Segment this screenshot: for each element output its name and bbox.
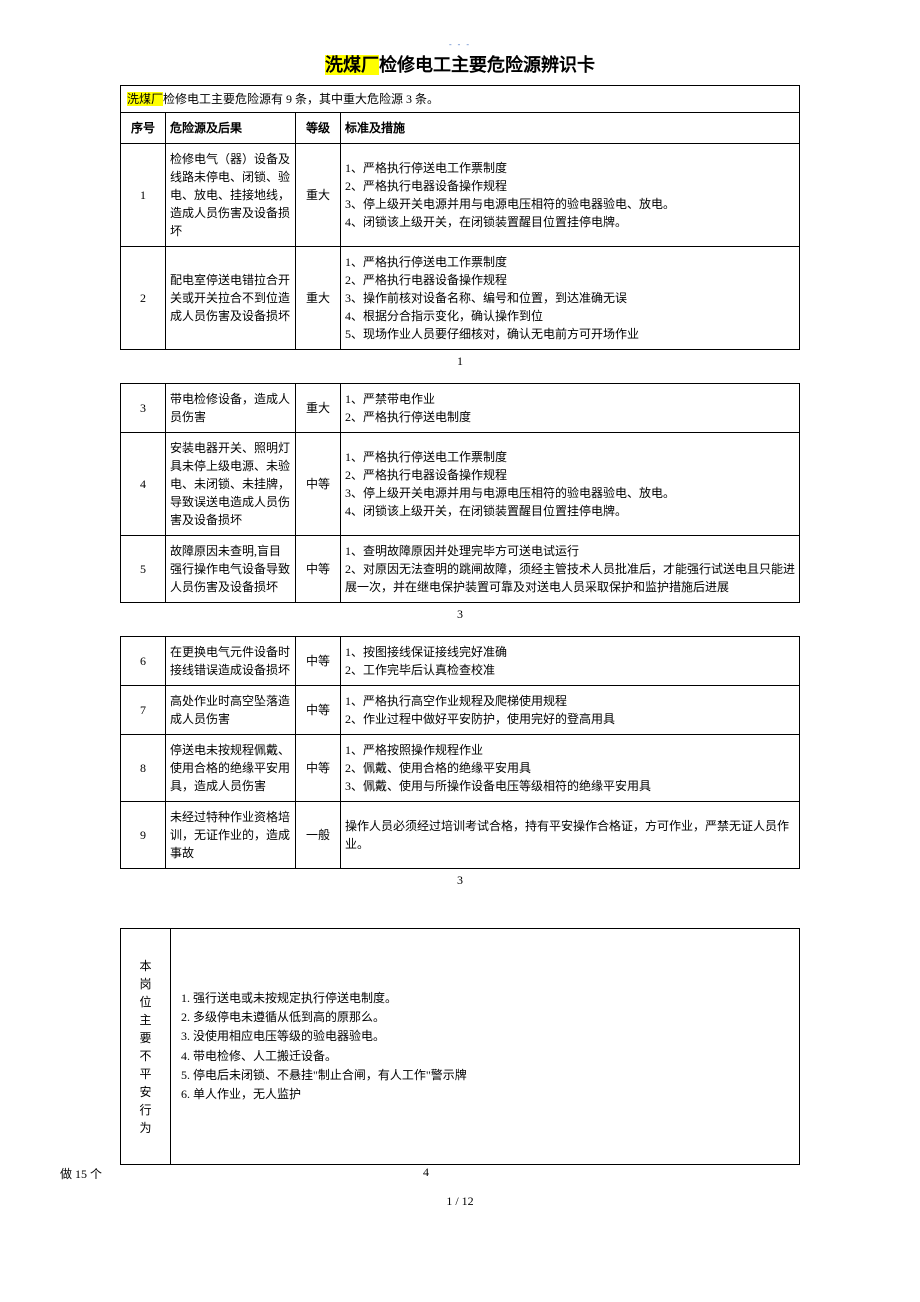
unsafe-item: 5. 停电后未闭锁、不悬挂"制止合闸，有人工作"警示牌: [181, 1066, 789, 1085]
page-title: 洗煤厂检修电工主要危险源辨识卡: [120, 51, 800, 77]
table-row: 6在更换电气元件设备时接线错误造成设备损坏中等1、按图接线保证接线完好准确2、工…: [121, 637, 800, 686]
title-rest: 检修电工主要危险源辨识卡: [379, 55, 595, 75]
table-row: 8停送电未按规程佩戴、使用合格的绝缘平安用具，造成人员伤害中等1、严格按照操作规…: [121, 735, 800, 802]
cell-no: 5: [121, 536, 166, 603]
hazard-table-2: 3带电检修设备，造成人员伤害重大1、严禁带电作业2、严格执行停送电制度4安装电器…: [120, 383, 800, 603]
cell-hazard: 在更换电气元件设备时接线错误造成设备损坏: [166, 637, 296, 686]
unsafe-item: 2. 多级停电未遵循从低到高的原那么。: [181, 1008, 789, 1027]
cell-hazard: 配电室停送电错拉合开关或开关拉合不到位造成人员伤害及设备损坏: [166, 247, 296, 350]
cell-no: 8: [121, 735, 166, 802]
table-row: 3带电检修设备，造成人员伤害重大1、严禁带电作业2、严格执行停送电制度: [121, 384, 800, 433]
cell-no: 1: [121, 144, 166, 247]
cell-measure: 1、严格执行停送电工作票制度2、严格执行电器设备操作规程3、停上级开关电源并用与…: [341, 144, 800, 247]
intro-rest: 检修电工主要危险源有 9 条，其中重大危险源 3 条。: [163, 92, 439, 106]
table-row: 5故障原因未查明,盲目强行操作电气设备导致人员伤害及设备损坏中等1、查明故障原因…: [121, 536, 800, 603]
cell-measure: 操作人员必须经过培训考试合格，持有平安操作合格证，方可作业，严禁无证人员作业。: [341, 802, 800, 869]
cell-no: 2: [121, 247, 166, 350]
cell-hazard: 带电检修设备，造成人员伤害: [166, 384, 296, 433]
cell-no: 6: [121, 637, 166, 686]
unsafe-item: 4. 带电检修、人工搬迁设备。: [181, 1047, 789, 1066]
table-row: 1检修电气（器）设备及线路未停电、闭锁、验电、放电、挂接地线，造成人员伤害及设备…: [121, 144, 800, 247]
cell-hazard: 检修电气（器）设备及线路未停电、闭锁、验电、放电、挂接地线，造成人员伤害及设备损…: [166, 144, 296, 247]
cell-hazard: 未经过特种作业资格培训，无证作业的，造成事故: [166, 802, 296, 869]
cell-no: 3: [121, 384, 166, 433]
cell-measure: 1、严格执行停送电工作票制度2、严格执行电器设备操作规程3、操作前核对设备名称、…: [341, 247, 800, 350]
cell-no: 4: [121, 433, 166, 536]
header-no: 序号: [121, 113, 166, 144]
cell-measure: 1、查明故障原因并处理完毕方可送电试运行2、对原因无法查明的跳闸故障，须经主管技…: [341, 536, 800, 603]
cell-level: 中等: [296, 536, 341, 603]
cell-measure: 1、严格按照操作规程作业2、佩戴、使用合格的绝缘平安用具3、佩戴、使用与所操作设…: [341, 735, 800, 802]
cell-measure: 1、严格执行停送电工作票制度2、严格执行电器设备操作规程3、停上级开关电源并用与…: [341, 433, 800, 536]
cell-hazard: 停送电未按规程佩戴、使用合格的绝缘平安用具，造成人员伤害: [166, 735, 296, 802]
footer-row: 做 15 个 4: [120, 1165, 800, 1182]
unsafe-section: 本岗位主要不平安行为 1. 强行送电或未按规定执行停送电制度。2. 多级停电未遵…: [120, 928, 800, 1165]
table-row: 2配电室停送电错拉合开关或开关拉合不到位造成人员伤害及设备损坏重大1、严格执行停…: [121, 247, 800, 350]
footer-left: 做 15 个: [60, 1165, 102, 1182]
page-num-1: 1: [120, 354, 800, 369]
unsafe-item: 3. 没使用相应电压等级的验电器验电。: [181, 1027, 789, 1046]
cell-no: 9: [121, 802, 166, 869]
unsafe-item: 1. 强行送电或未按规定执行停送电制度。: [181, 989, 789, 1008]
title-highlight: 洗煤厂: [325, 55, 379, 75]
cell-hazard: 高处作业时高空坠落造成人员伤害: [166, 686, 296, 735]
page-total: 1 / 12: [120, 1194, 800, 1209]
cell-level: 重大: [296, 144, 341, 247]
cell-measure: 1、按图接线保证接线完好准确2、工作完毕后认真检查校准: [341, 637, 800, 686]
table-row: 4安装电器开关、照明灯具未停上级电源、未验电、未闭锁、未挂牌，导致误送电造成人员…: [121, 433, 800, 536]
hazard-table-3: 6在更换电气元件设备时接线错误造成设备损坏中等1、按图接线保证接线完好准确2、工…: [120, 636, 800, 869]
intro-row: 洗煤厂检修电工主要危险源有 9 条，其中重大危险源 3 条。: [121, 86, 800, 113]
header-row: 序号 危险源及后果 等级 标准及措施: [121, 113, 800, 144]
intro-cell: 洗煤厂检修电工主要危险源有 9 条，其中重大危险源 3 条。: [121, 86, 800, 113]
cell-level: 一般: [296, 802, 341, 869]
header-hazard: 危险源及后果: [166, 113, 296, 144]
footer-page: 4: [102, 1165, 750, 1182]
table-row: 7高处作业时高空坠落造成人员伤害中等1、严格执行高空作业规程及爬梯使用规程2、作…: [121, 686, 800, 735]
cell-hazard: 故障原因未查明,盲目强行操作电气设备导致人员伤害及设备损坏: [166, 536, 296, 603]
page-num-3: 3: [120, 873, 800, 888]
cell-measure: 1、严禁带电作业2、严格执行停送电制度: [341, 384, 800, 433]
unsafe-content: 1. 强行送电或未按规定执行停送电制度。2. 多级停电未遵循从低到高的原那么。3…: [171, 929, 800, 1165]
cell-no: 7: [121, 686, 166, 735]
cell-level: 中等: [296, 637, 341, 686]
header-measure: 标准及措施: [341, 113, 800, 144]
unsafe-item: 6. 单人作业，无人监护: [181, 1085, 789, 1104]
top-dashes: - - -: [120, 40, 800, 49]
hazard-table-1: 洗煤厂检修电工主要危险源有 9 条，其中重大危险源 3 条。 序号 危险源及后果…: [120, 85, 800, 350]
cell-level: 重大: [296, 247, 341, 350]
table-row: 9未经过特种作业资格培训，无证作业的，造成事故一般操作人员必须经过培训考试合格，…: [121, 802, 800, 869]
cell-measure: 1、严格执行高空作业规程及爬梯使用规程2、作业过程中做好平安防护，使用完好的登高…: [341, 686, 800, 735]
header-level: 等级: [296, 113, 341, 144]
cell-level: 中等: [296, 686, 341, 735]
cell-hazard: 安装电器开关、照明灯具未停上级电源、未验电、未闭锁、未挂牌，导致误送电造成人员伤…: [166, 433, 296, 536]
cell-level: 中等: [296, 433, 341, 536]
cell-level: 重大: [296, 384, 341, 433]
unsafe-label: 本岗位主要不平安行为: [121, 929, 171, 1165]
page-num-2: 3: [120, 607, 800, 622]
intro-highlight: 洗煤厂: [127, 92, 163, 106]
unsafe-table: 本岗位主要不平安行为 1. 强行送电或未按规定执行停送电制度。2. 多级停电未遵…: [120, 928, 800, 1165]
cell-level: 中等: [296, 735, 341, 802]
